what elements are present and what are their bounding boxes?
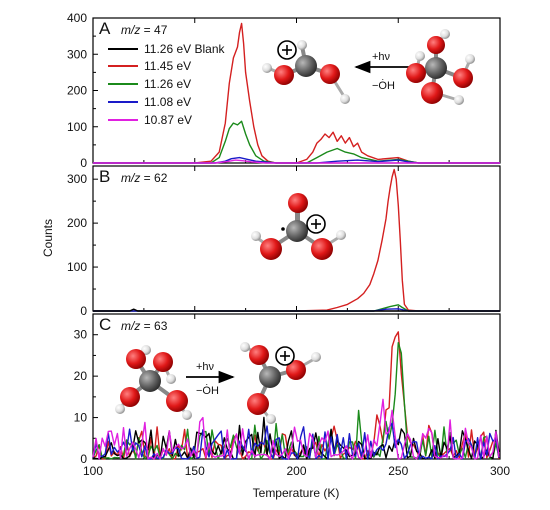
molecule-cation-c xyxy=(240,342,321,424)
reaction-arrow-a: +hν −ȮH xyxy=(354,51,410,92)
y-tick-label: 30 xyxy=(74,328,88,342)
oh-loss-label: −ȮH xyxy=(372,79,395,92)
mz-label: m/z = 62 xyxy=(121,171,168,185)
y-tick-label: 200 xyxy=(67,216,87,230)
molecule-cation-b xyxy=(251,193,346,260)
series-line-11-26-ev xyxy=(93,120,500,164)
y-tick-label: 20 xyxy=(74,369,88,383)
molecule-orthocarbonic-acid-c xyxy=(115,345,192,420)
panel-letter: B xyxy=(99,167,110,186)
y-tick-label: 100 xyxy=(67,120,87,134)
x-tick-label: 300 xyxy=(490,464,510,478)
y-tick-label: 10 xyxy=(74,411,88,425)
hv-label: +hν xyxy=(372,51,391,63)
y-tick-label: 400 xyxy=(67,11,87,25)
legend-label: 11.26 eV xyxy=(144,77,191,91)
x-tick-label: 250 xyxy=(388,464,408,478)
x-tick-label: 150 xyxy=(185,464,205,478)
legend: 11.26 eV Blank 11.45 eV 11.26 eV 11.08 e… xyxy=(108,42,226,127)
mz-label: m/z = 47 xyxy=(121,23,168,37)
molecule-cation-a xyxy=(262,40,350,104)
legend-label: 11.08 eV xyxy=(144,95,191,109)
hv-label: +hν xyxy=(196,361,215,373)
y-tick-label: 0 xyxy=(80,304,87,318)
series-line-11-26-ev-blank xyxy=(93,308,500,312)
series-line-10-87-ev xyxy=(92,398,500,460)
panel-letter: C xyxy=(99,315,111,334)
y-axis-title: Counts xyxy=(41,219,55,257)
y-tick-label: 100 xyxy=(67,260,87,274)
oh-loss-label: −ȮH xyxy=(196,384,219,397)
series-line-10-87-ev xyxy=(93,159,500,164)
x-tick-label: 200 xyxy=(286,464,306,478)
y-tick-label: 300 xyxy=(67,47,87,61)
legend-label: 11.45 eV xyxy=(144,59,191,73)
x-axis-title: Temperature (K) xyxy=(253,486,340,500)
series-line-11-45-ev xyxy=(93,168,500,312)
y-tick-label: 0 xyxy=(80,156,87,170)
x-tick-label: 100 xyxy=(83,464,103,478)
panel-letter: A xyxy=(99,19,111,38)
series-line-11-45-ev xyxy=(93,22,500,164)
reaction-arrow-c: +hν −ȮH xyxy=(186,361,235,397)
y-tick-label: 0 xyxy=(80,452,87,466)
legend-label: 11.26 eV Blank xyxy=(144,42,226,56)
series-layer xyxy=(92,22,500,460)
y-tick-label: 200 xyxy=(67,84,87,98)
molecule-orthocarbonic-acid-a xyxy=(406,29,475,105)
legend-label: 10.87 eV xyxy=(144,113,192,127)
y-tick-label: 300 xyxy=(67,172,87,186)
mz-label: m/z = 63 xyxy=(121,319,168,333)
